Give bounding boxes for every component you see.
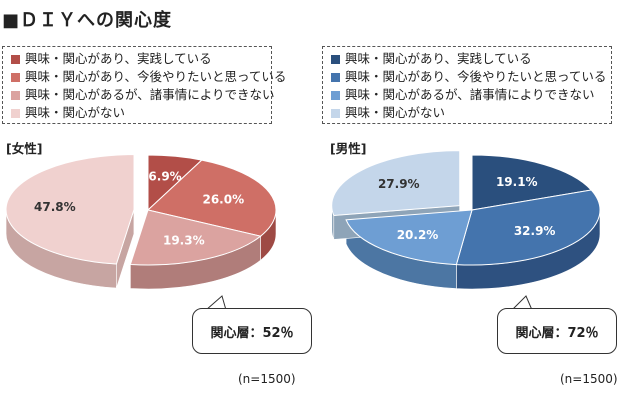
legend-label: 興味・関心があるが、諸事情によりできない <box>345 87 595 102</box>
female-sample-size: (n=1500) <box>238 372 296 386</box>
male-sample-size: (n=1500) <box>560 372 618 386</box>
legend-item: 興味・関心がない <box>331 104 611 122</box>
legend-swatch <box>11 108 20 118</box>
data-label: 19.1% <box>496 175 538 189</box>
male-callout: 関心層：72％ <box>497 308 617 354</box>
pie-slice <box>129 209 262 266</box>
legend-label: 興味・関心があり、実践している <box>25 51 212 66</box>
data-label: 6.9% <box>148 170 181 184</box>
legend-label: 興味・関心があり、今後やりたいと思っている <box>345 69 607 84</box>
legend-item: 興味・関心があり、実践している <box>11 50 271 68</box>
legend-swatch <box>331 90 340 100</box>
legend-male: 興味・関心があり、実践している 興味・関心があり、今後やりたいと思っている 興味… <box>322 46 612 124</box>
legend-item: 興味・関心があり、実践している <box>331 50 611 68</box>
legend-label: 興味・関心があるが、諸事情によりできない <box>25 87 275 102</box>
female-callout: 関心層：52％ <box>192 308 312 354</box>
data-label: 19.3% <box>163 233 205 247</box>
data-label: 20.2% <box>397 228 439 242</box>
pie-slice <box>331 150 461 216</box>
legend-swatch <box>11 54 20 64</box>
legend-item: 興味・関心があり、今後やりたいと思っている <box>331 68 611 86</box>
pie-slice <box>471 154 593 211</box>
legend-female: 興味・関心があり、実践している 興味・関心があり、今後やりたいと思っている 興味… <box>2 46 286 124</box>
pie-slice <box>5 154 135 265</box>
data-label: 32.9% <box>514 224 556 238</box>
data-label: 27.9% <box>378 177 420 191</box>
legend-swatch <box>331 108 340 118</box>
female-pie: 6.9% 26.0% 19.3% 47.8% <box>5 154 277 290</box>
male-pie: 19.1% 32.9% 20.2% 27.9% <box>331 150 601 290</box>
legend-label: 興味・関心がない <box>345 105 446 120</box>
callout-pointer <box>205 295 227 311</box>
legend-label: 興味・関心がない <box>25 105 126 120</box>
callout-pointer <box>511 295 533 311</box>
legend-swatch <box>11 90 20 100</box>
legend-item: 興味・関心があるが、諸事情によりできない <box>11 86 275 104</box>
legend-swatch <box>11 72 20 82</box>
data-label: 26.0% <box>202 192 244 206</box>
legend-swatch <box>331 54 340 64</box>
legend-swatch <box>331 72 340 82</box>
page-title: ■ＤＩＹへの関心度 <box>2 10 173 31</box>
legend-item: 興味・関心がない <box>11 104 271 122</box>
pie-slice <box>455 189 601 266</box>
pie-slice <box>345 209 473 266</box>
male-panel-label: [男性] <box>330 141 367 156</box>
female-panel-label: [女性] <box>6 141 43 156</box>
legend-label: 興味・関心があり、実践している <box>345 51 532 66</box>
legend-item: 興味・関心があり、今後やりたいと思っている <box>11 68 286 86</box>
legend-item: 興味・関心があるが、諸事情によりできない <box>331 86 611 104</box>
data-label: 47.8% <box>34 200 76 214</box>
legend-label: 興味・関心があり、今後やりたいと思っている <box>25 69 287 84</box>
